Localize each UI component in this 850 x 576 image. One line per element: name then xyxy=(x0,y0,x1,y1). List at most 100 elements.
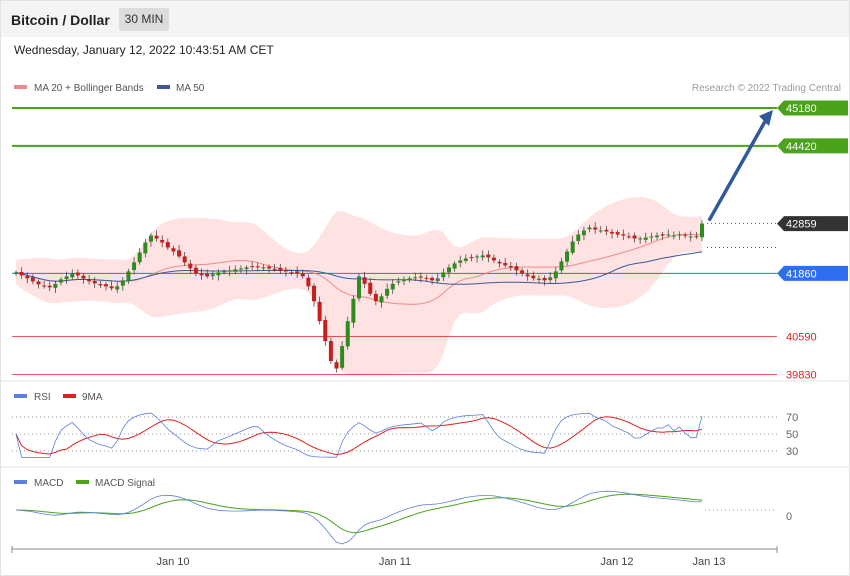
candle-body xyxy=(148,235,153,242)
level-label-45180: 45180 xyxy=(786,103,817,115)
candle-body xyxy=(559,261,564,271)
rsi-9ma-line xyxy=(15,416,703,456)
candle-body xyxy=(210,274,215,277)
candle-body xyxy=(362,277,367,284)
candle-body xyxy=(424,277,429,279)
legend-macd-swatch xyxy=(14,480,27,484)
candle-body xyxy=(300,273,305,277)
level-label-40590: 40590 xyxy=(786,332,817,344)
candle-body xyxy=(334,362,339,369)
candle-body xyxy=(137,252,142,263)
level-tag-44420 xyxy=(777,138,848,154)
candle-body xyxy=(227,270,232,272)
macd-signal-line xyxy=(15,493,703,534)
x-label-2: Jan 12 xyxy=(600,556,633,568)
candle-body xyxy=(542,277,547,281)
candle-body xyxy=(154,235,159,239)
macd-zero-label: 0 xyxy=(786,511,792,523)
candle-body xyxy=(385,288,390,296)
candle-body xyxy=(413,277,418,279)
candle-body xyxy=(160,239,165,243)
candle-body xyxy=(683,234,688,236)
candle-body xyxy=(508,266,513,268)
candle-body xyxy=(357,276,361,299)
rsi-label-70: 70 xyxy=(786,412,798,424)
legend-ma50: MA 50 xyxy=(176,83,205,94)
timestamp: Wednesday, January 12, 2022 10:43:51 AM … xyxy=(14,43,274,57)
level-tag-42859 xyxy=(777,216,848,232)
legend-macd: MACD xyxy=(34,478,63,489)
candle-body xyxy=(469,257,474,259)
candle-body xyxy=(621,234,626,236)
candle-body xyxy=(570,241,575,253)
candle-body xyxy=(401,279,406,282)
arrow-shaft xyxy=(707,117,769,222)
candle-body xyxy=(435,278,440,282)
candle-body xyxy=(514,266,519,271)
candle-body xyxy=(463,258,468,261)
legend-ma20: MA 20 + Bollinger Bands xyxy=(34,83,144,94)
candle-body xyxy=(604,229,609,232)
candle-body xyxy=(655,235,660,238)
candle-body xyxy=(244,267,249,270)
candle-body xyxy=(143,242,148,254)
candle-body xyxy=(188,263,193,269)
x-label-1: Jan 11 xyxy=(379,556,411,568)
candle-body xyxy=(666,234,671,236)
x-label-3: Jan 13 xyxy=(692,556,725,568)
candle-body xyxy=(536,278,541,280)
candle-body xyxy=(565,251,570,262)
candle-body xyxy=(289,272,294,274)
candle-body xyxy=(205,273,210,277)
candle-body xyxy=(42,285,47,287)
candle-body xyxy=(340,346,345,368)
candle-body xyxy=(694,236,699,238)
forecast-arrow xyxy=(707,109,773,222)
candle-body xyxy=(182,256,187,263)
candle-body xyxy=(272,268,277,270)
candle-body xyxy=(238,268,243,270)
candle-body xyxy=(317,301,322,322)
candle-body xyxy=(407,278,412,281)
arrow-head xyxy=(759,109,773,126)
candle-body xyxy=(36,281,41,285)
legend-9ma-swatch xyxy=(63,394,76,398)
candle-body xyxy=(390,283,395,290)
candle-body xyxy=(497,261,502,264)
candle-body xyxy=(587,227,592,230)
candle-body xyxy=(700,223,704,238)
candle-body xyxy=(446,267,451,273)
level-tag-45180 xyxy=(777,100,848,116)
candle-body xyxy=(643,237,648,240)
candle-body xyxy=(47,285,52,288)
candle-body xyxy=(688,236,693,238)
candle-body xyxy=(92,280,97,284)
x-axis-labels: Jan 10 Jan 11 Jan 12 Jan 13 xyxy=(156,556,725,568)
candle-body xyxy=(548,277,553,281)
candle-body xyxy=(328,341,333,362)
candle-body xyxy=(233,269,238,272)
candle-body xyxy=(351,298,356,323)
macd-line xyxy=(15,490,703,545)
candle-body xyxy=(115,286,120,290)
candle-body xyxy=(458,260,463,263)
candle-body xyxy=(216,272,221,276)
credit-text: Research © 2022 Trading Central xyxy=(692,83,841,94)
candle-body xyxy=(441,272,446,278)
instrument-title: Bitcoin / Dollar xyxy=(11,12,110,28)
candle-body xyxy=(615,232,620,235)
candle-body xyxy=(278,267,283,271)
legend-9ma: 9MA xyxy=(82,392,103,403)
legend-rsi-swatch xyxy=(14,394,27,398)
legend-rsi: RSI xyxy=(34,392,51,403)
candle-body xyxy=(452,263,457,269)
candle-body xyxy=(632,235,637,239)
timeframe-badge[interactable]: 30 MIN xyxy=(119,8,169,31)
candle-body xyxy=(14,272,18,274)
level-label-44420: 44420 xyxy=(786,141,817,153)
level-label-39830: 39830 xyxy=(786,370,817,382)
candle-body xyxy=(306,277,311,287)
candle-body xyxy=(520,270,525,274)
candle-body xyxy=(396,281,401,283)
